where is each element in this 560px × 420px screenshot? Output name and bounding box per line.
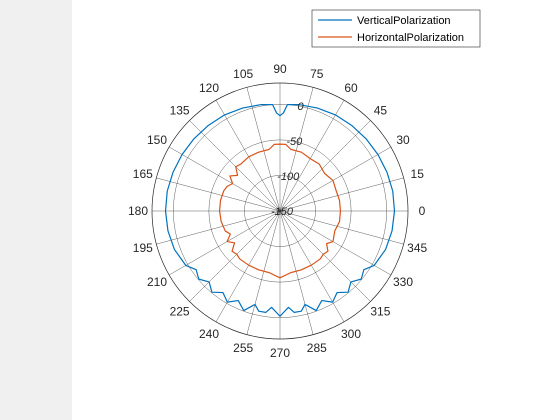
radial-tick-label: -150: [271, 206, 294, 218]
radial-tick-label: 0: [297, 101, 304, 113]
labels-layer: 0 15 30 45 60 75 90 105 120 135 150 165 180 195 210 225…: [128, 62, 428, 360]
angle-tick-label: 225: [170, 304, 190, 318]
polar-grid: [151, 82, 409, 340]
angle-tick-label: 270: [270, 346, 290, 360]
angle-tick-label: 120: [199, 81, 219, 95]
angle-tick-label: 255: [233, 341, 253, 355]
ring--50: [208, 139, 352, 283]
angle-tick-label: 330: [393, 275, 413, 289]
angle-tick-label: 30: [396, 133, 410, 147]
series-layer: [164, 103, 396, 317]
radial-tick-label: -100: [277, 171, 300, 183]
angle-tick-label: 345: [407, 241, 427, 255]
angle-tick-label: 105: [233, 67, 253, 81]
ring--100: [244, 175, 316, 247]
angle-tick-label: 195: [133, 241, 153, 255]
radial-tick-label: -50: [286, 136, 303, 148]
angle-tick-label: 165: [133, 167, 153, 181]
angle-tick-label: 75: [310, 67, 324, 81]
angle-tick-label: 0: [419, 204, 426, 218]
angle-tick-label: 285: [307, 341, 327, 355]
legend-box: [311, 9, 481, 48]
legend: VerticalPolarization HorizontalPolarizat…: [311, 9, 481, 48]
angle-tick-label: 15: [411, 167, 425, 181]
series-line-vertical: [164, 103, 396, 317]
angle-tick-label: 45: [374, 104, 388, 118]
angle-tick-label: 210: [147, 275, 167, 289]
angle-tick-label: 240: [199, 327, 219, 341]
angle-tick-label: 135: [170, 104, 190, 118]
outer-ring: [151, 82, 409, 340]
angle-tick-label: 315: [370, 304, 390, 318]
angle-tick-label: 180: [128, 204, 148, 218]
legend-label-horizontal: HorizontalPolarization: [357, 32, 464, 44]
angle-tick-label: 300: [341, 327, 361, 341]
angle-tick-label: 150: [147, 133, 167, 147]
angle-tick-label: 60: [344, 81, 358, 95]
angle-tick-label: 90: [273, 62, 287, 76]
ring-0: [173, 104, 387, 318]
legend-label-vertical: VerticalPolarization: [357, 15, 451, 27]
series-line-horizontal: [218, 143, 342, 279]
